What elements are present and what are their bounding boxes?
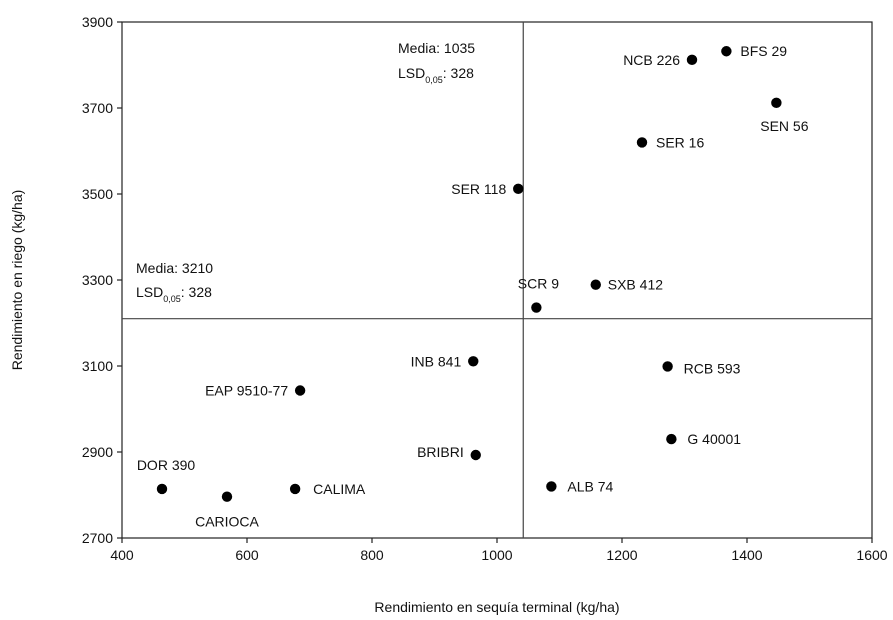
y-lsd-prefix: LSD	[136, 284, 163, 300]
y-mean-label: Media: 3210	[136, 260, 213, 276]
x-mean-label: Media: 1035	[398, 40, 475, 56]
x-lsd-prefix: LSD	[398, 65, 425, 81]
data-point	[771, 97, 782, 109]
point-label: SEN 56	[760, 118, 808, 134]
x-tick-label: 600	[235, 547, 259, 563]
point-label: CARIOCA	[195, 514, 259, 530]
data-points: NCB 226 BFS 29 SEN 56 SER 16 SER 118 SCR 9 SXB…	[137, 43, 809, 529]
y-tick-label: 3500	[82, 186, 113, 202]
y-tick-label: 3900	[82, 14, 113, 30]
x-axis-title: Rendimiento en sequía terminal (kg/ha)	[374, 599, 619, 615]
x-tick-label: 800	[360, 547, 384, 563]
point-label: INB 841	[411, 353, 462, 369]
point-label: EAP 9510-77	[205, 383, 288, 399]
x-tick-label: 400	[110, 547, 134, 563]
y-mean-annotation: Media: 3210 LSD0,05: 328	[136, 260, 213, 304]
x-tick-label: 1000	[481, 547, 512, 563]
data-point	[721, 46, 732, 57]
point-label: G 40001	[687, 431, 741, 447]
y-tick-label: 2700	[82, 530, 113, 546]
x-lsd-label: LSD0,05: 328	[398, 65, 474, 85]
x-mean-annotation: Media: 1035 LSD0,05: 328	[398, 40, 475, 85]
data-point	[686, 54, 698, 66]
y-axis-ticks: 2700 2900 3100 3300 3500 3700 3900	[82, 14, 122, 546]
data-point	[636, 137, 648, 148]
point-label: RCB 593	[684, 360, 741, 376]
data-point	[468, 356, 479, 367]
data-point	[294, 385, 306, 396]
x-tick-label: 1400	[731, 547, 762, 563]
x-axis-ticks: 400 600 800 1000 1200 1400 1600	[110, 538, 888, 563]
x-lsd-value: : 328	[443, 65, 474, 81]
plot-frame	[121, 21, 873, 539]
y-tick-label: 3700	[82, 100, 113, 116]
point-label: ALB 74	[567, 478, 613, 494]
x-lsd-subscript: 0,05	[425, 75, 443, 85]
data-point	[156, 483, 168, 495]
y-lsd-label: LSD0,05: 328	[136, 284, 212, 304]
x-tick-label: 1600	[856, 547, 887, 563]
y-axis-title: Rendimiento en riego (kg/ha)	[9, 190, 25, 371]
point-label: SER 118	[451, 181, 506, 197]
data-point	[590, 279, 601, 290]
data-point	[513, 183, 524, 195]
data-point	[289, 483, 301, 495]
data-point	[662, 361, 673, 372]
y-lsd-subscript: 0,05	[163, 294, 181, 304]
point-label: NCB 226	[623, 52, 680, 68]
data-point	[666, 433, 677, 445]
point-label: SXB 412	[608, 277, 663, 293]
data-point	[531, 302, 542, 313]
point-label: BRIBRI	[417, 444, 464, 460]
point-label: BFS 29	[740, 43, 787, 59]
point-label: CALIMA	[313, 481, 366, 497]
x-tick-label: 1200	[606, 547, 637, 563]
data-point	[221, 491, 233, 502]
point-label: DOR 390	[137, 457, 196, 473]
y-lsd-value: : 328	[181, 284, 212, 300]
y-tick-label: 3300	[82, 272, 113, 288]
y-tick-label: 2900	[82, 444, 113, 460]
point-label: SCR 9	[518, 276, 559, 292]
data-point	[546, 481, 557, 492]
data-point	[470, 449, 481, 461]
y-tick-label: 3100	[82, 358, 113, 374]
point-label: SER 16	[656, 134, 704, 150]
